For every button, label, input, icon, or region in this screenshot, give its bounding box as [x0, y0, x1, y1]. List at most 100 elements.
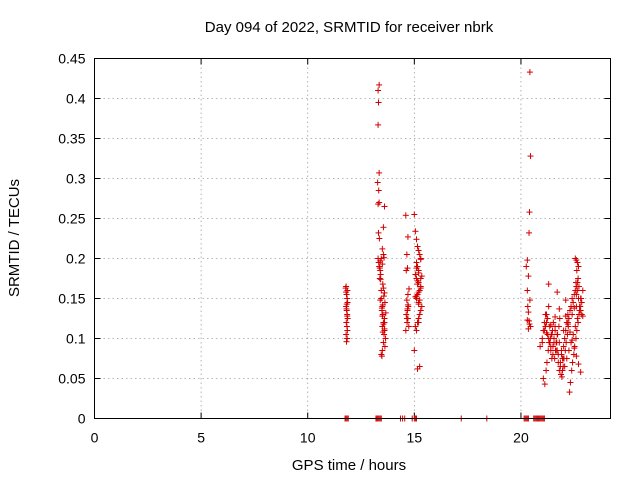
data-point [415, 247, 422, 254]
data-point [413, 327, 420, 334]
data-point [540, 375, 547, 382]
y-axis-label: SRMTID / TECUs [6, 179, 23, 297]
data-point [403, 315, 410, 322]
x-tick-label: 0 [91, 430, 99, 446]
data-point [377, 297, 384, 304]
data-point [570, 299, 577, 306]
data-point [579, 313, 586, 320]
data-point [559, 367, 566, 374]
data-point [544, 315, 551, 322]
data-point [551, 355, 558, 362]
data-point [381, 319, 388, 326]
data-point [376, 275, 383, 282]
data-point [413, 236, 420, 243]
data-point [411, 211, 418, 218]
data-point [569, 295, 576, 302]
data-point [564, 319, 571, 326]
data-point [570, 331, 577, 338]
data-point [577, 295, 584, 302]
data-point [380, 251, 387, 258]
y-tick-label: 0.45 [58, 51, 85, 67]
data-point [377, 276, 384, 283]
data-point [560, 343, 567, 350]
y-tick-label: 0.4 [66, 91, 86, 107]
data-point [565, 315, 572, 322]
data-point [550, 339, 557, 346]
data-point [343, 291, 350, 298]
data-point [556, 315, 563, 322]
data-point [545, 303, 552, 310]
data-point [549, 351, 556, 358]
data-point [545, 347, 552, 354]
data-point [344, 335, 351, 342]
data-point [573, 327, 580, 334]
data-point [415, 319, 422, 326]
data-point [376, 81, 383, 88]
data-point [381, 289, 388, 296]
data-point [542, 311, 549, 318]
data-point [381, 203, 388, 210]
data-point [539, 339, 546, 346]
data-point [414, 243, 421, 250]
data-point [571, 305, 578, 312]
data-point [415, 289, 422, 296]
data-point [547, 343, 554, 350]
data-point [374, 179, 381, 186]
data-point [573, 353, 580, 360]
data-point [403, 311, 410, 318]
data-point [547, 321, 554, 328]
data-point [524, 287, 531, 294]
data-point [376, 265, 383, 272]
data-point [402, 327, 409, 334]
data-point [380, 339, 387, 346]
data-point [543, 359, 550, 366]
data-point [415, 301, 422, 308]
data-point [575, 319, 582, 326]
data-point [382, 335, 389, 342]
plot-frame [94, 58, 611, 419]
data-point [561, 363, 568, 370]
data-point [577, 369, 584, 376]
data-point [375, 201, 382, 208]
data-point [414, 277, 421, 284]
data-point [344, 313, 351, 320]
data-point [380, 224, 387, 231]
data-point [525, 309, 532, 316]
data-point [415, 269, 422, 276]
data-point [565, 347, 572, 354]
data-point [413, 293, 420, 300]
data-point [406, 285, 413, 292]
data-point [526, 69, 533, 76]
x-tick-label: 20 [513, 430, 529, 446]
data-point [524, 257, 531, 264]
data-point [412, 323, 419, 330]
data-point [572, 323, 579, 330]
data-point [375, 87, 382, 94]
data-point [375, 121, 382, 128]
data-point [571, 345, 578, 352]
data-point [562, 313, 569, 320]
data-point [543, 329, 550, 336]
data-point [557, 359, 564, 366]
data-point [418, 273, 425, 280]
data-point [417, 307, 424, 314]
data-point [572, 279, 579, 286]
data-point [375, 187, 382, 194]
data-point [403, 251, 410, 258]
data-point [379, 261, 386, 268]
data-point [566, 389, 573, 396]
x-axis-label: GPS time / hours [292, 457, 406, 474]
data-point [573, 267, 580, 274]
data-point [549, 327, 556, 334]
data-point [412, 228, 419, 235]
data-point [379, 245, 386, 252]
y-axis: 0 0.05 0.1 0.15 0.2 0.25 0.3 0.35 0.4 0.45 [58, 51, 611, 427]
data-point [548, 331, 555, 338]
data-point [375, 229, 382, 236]
data-point [554, 289, 561, 296]
data-point [578, 299, 585, 306]
data-point [574, 315, 581, 322]
y-tick-label: 0.1 [66, 331, 86, 347]
y-tick-label: 0.05 [58, 371, 85, 387]
